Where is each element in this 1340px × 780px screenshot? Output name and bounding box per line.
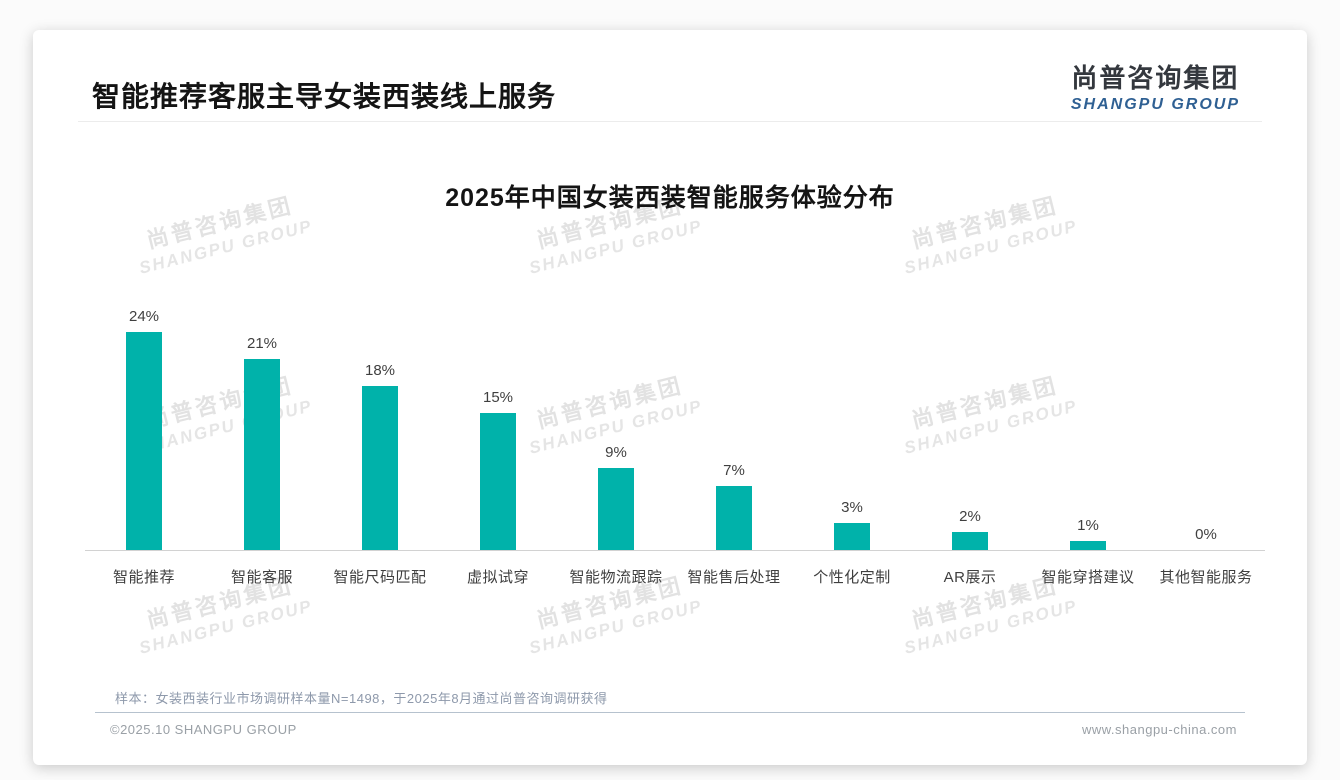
bar-value-label: 1% [1077,517,1099,534]
category-label: 智能物流跟踪 [569,569,663,586]
chart-bar [952,532,988,550]
bar-value-label: 3% [841,499,863,516]
category-label: 智能尺码匹配 [333,569,427,586]
bar-value-label: 21% [246,335,278,352]
watermark-english-text: SHANGPU GROUP [137,596,315,658]
chart-column: 1% [1029,270,1147,550]
bar-value-label: 2% [959,508,981,525]
category-label: 个性化定制 [813,569,891,586]
chart-bar [480,413,516,550]
bar-value-label: 15% [482,389,514,406]
chart-bar [1070,541,1106,550]
chart-column: 15% [439,270,557,550]
logo-chinese-text: 尚普咨询集团 [1071,63,1240,93]
company-logo: 尚普咨询集团 SHANGPU GROUP [1071,58,1240,114]
chart-bar [362,386,398,550]
chart-title: 2025年中国女装西装智能服务体验分布 [445,184,895,212]
category-label: 智能穿搭建议 [1041,569,1135,586]
chart-category-axis: 智能推荐 智能客服 智能尺码匹配 虚拟试穿 智能物流跟踪 智能售后处理 个性化定制 AR展示 智… [85,566,1265,587]
chart-column: 3% [793,270,911,550]
footer-divider [95,712,1245,713]
category-label: AR展示 [943,569,997,586]
bar-value-label: 7% [723,462,745,479]
watermark-english-text: SHANGPU GROUP [527,596,705,658]
bar-value-label: 0% [1195,526,1217,543]
chart-bar [834,523,870,550]
chart-column: 7% [675,270,793,550]
chart-bar [598,468,634,550]
copyright-text: ©2025.10 SHANGPU GROUP [110,722,297,737]
chart-column: 9% [557,270,675,550]
chart-bar [716,486,752,550]
chart-column: 24% [85,270,203,550]
category-label: 虚拟试穿 [466,569,529,586]
sample-note: 样本：女装西装行业市场调研样本量N=1498，于2025年8月通过尚普咨询调研获… [115,691,608,706]
category-label: 其他智能服务 [1159,569,1253,586]
chart-plot-area: 24% 21% 18% 15% 9% 7% 3% 2% 1% 0% [85,270,1265,551]
bar-value-label: 18% [364,362,396,379]
logo-english-text: SHANGPU GROUP [1070,96,1240,113]
chart-bar [126,332,162,550]
chart-column: 0% [1147,270,1265,550]
chart-column: 2% [911,270,1029,550]
slide-card: 尚普咨询集团 SHANGPU GROUP 尚普咨询集团 SHANGPU GROUP 尚普… [33,30,1307,765]
chart-column: 18% [321,270,439,550]
category-label: 智能推荐 [112,569,175,586]
header-divider [78,121,1262,122]
watermark-english-text: SHANGPU GROUP [902,596,1080,658]
chart-column: 21% [203,270,321,550]
page-title: 智能推荐客服主导女装西装线上服务 [92,81,557,112]
bar-value-label: 9% [605,444,627,461]
category-label: 智能客服 [230,569,293,586]
website-url: www.shangpu-china.com [1081,722,1237,737]
bar-value-label: 24% [128,308,160,325]
category-label: 智能售后处理 [687,569,781,586]
chart-bar [244,359,280,550]
